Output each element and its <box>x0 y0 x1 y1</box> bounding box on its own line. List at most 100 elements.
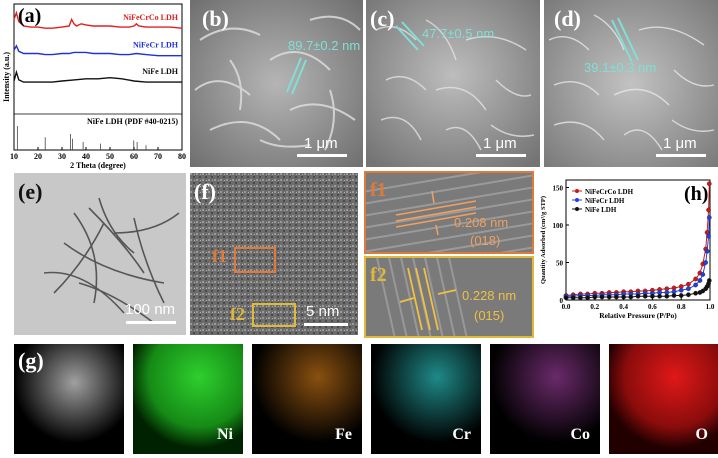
scale-bar <box>297 154 347 157</box>
measure-lines <box>395 21 425 51</box>
scale-bar <box>476 154 526 157</box>
cr-map <box>371 344 481 454</box>
element-label-fe: Fe <box>335 426 352 443</box>
scale-bar <box>304 323 348 326</box>
x-tick-label: 40 <box>82 152 90 161</box>
isotherm-point <box>693 290 698 296</box>
region-label-f1: f1 <box>212 246 227 266</box>
isotherm-point <box>693 276 698 282</box>
eds-map-o: O <box>609 344 718 454</box>
x-tick-label: 80 <box>178 152 186 161</box>
lattice-image-f1 <box>366 173 532 252</box>
legend-marker <box>575 207 579 211</box>
isotherm-point <box>686 281 691 287</box>
measure-lines <box>286 57 307 95</box>
y-tick-label: 150 <box>553 185 564 193</box>
panel-h-bet: NiFeCrCo LDH NiFeCr LDH NiFe LDH 0.0 0.2 0.4 0… <box>538 172 718 340</box>
thickness-label: 39.1±0.3 nm <box>584 60 657 75</box>
ni-map <box>133 344 243 454</box>
o-map <box>609 344 718 454</box>
x-tick-label: 0.6 <box>648 303 657 311</box>
plot-frame <box>565 179 711 301</box>
legend-label: NiFe LDH <box>585 206 617 214</box>
x-tick-label: 1.0 <box>706 303 715 311</box>
x-tick-label: 20 <box>34 152 42 161</box>
co-map <box>490 344 600 454</box>
isotherm-point <box>642 293 648 299</box>
y-axis-label: Quantity Adsorbed (cm³/g STP) <box>540 196 547 284</box>
y-tick-label: 100 <box>553 222 564 230</box>
legend-label: NiFeCrCo LDH <box>123 13 179 22</box>
isotherm-point <box>686 286 691 292</box>
fe-map <box>252 344 362 454</box>
isotherm-point <box>706 278 712 283</box>
isotherm-point <box>599 294 605 300</box>
isotherm-point <box>700 272 706 277</box>
panel-g-eds: (g) Ni Fe Cr Co O <box>14 344 718 458</box>
legend-label: NiFeCr LDH <box>133 41 179 50</box>
isotherm-point <box>706 215 712 220</box>
panel-label: (g) <box>18 348 44 373</box>
isotherm-point <box>614 294 619 300</box>
xrd-series-line <box>13 44 182 57</box>
scale-bar-label: 100 nm <box>125 301 176 318</box>
panel-b-sem: (b) 89.7±0.2 nm 1 μm <box>190 0 363 167</box>
eds-map-co: Co <box>490 344 600 454</box>
panel-label: f2 <box>370 264 387 286</box>
thickness-label: 47.7±0.5 nm <box>422 26 495 41</box>
legend-marker <box>575 189 579 193</box>
sem-image-b <box>190 0 363 167</box>
xrd-chart: NiFeCrCo LDH NiFeCr LDH NiFe LDH NiFe LDH (… <box>2 3 186 170</box>
isotherm-point <box>697 278 703 283</box>
x-tick-label: 0.0 <box>562 303 571 311</box>
scale-bar-label: 5 nm <box>306 303 340 320</box>
legend-label: NiFeCr LDH <box>585 197 625 205</box>
lattice-image-f2 <box>366 258 532 336</box>
panel-c-sem: (c) 47.7±0.5 nm 1 μm <box>366 0 540 167</box>
isotherm-point <box>570 295 576 301</box>
panel-a-xrd: NiFeCrCo LDH NiFeCr LDH NiFe LDH NiFe LDH (… <box>0 0 190 170</box>
x-tick-label: 0.8 <box>677 303 686 311</box>
panel-label: (h) <box>684 183 708 205</box>
panel-f1-lattice: f1 0.208 nm (018) <box>364 171 534 254</box>
isotherm-point <box>664 293 670 299</box>
element-label-cr: Cr <box>452 426 471 443</box>
panel-label: (b) <box>202 6 229 31</box>
eds-map-cr: Cr <box>371 344 481 454</box>
legend-label: NiFeCrCo LDH <box>585 188 634 196</box>
panel-label: (f) <box>194 179 216 204</box>
x-tick-label: 10 <box>10 152 18 161</box>
reference-label: NiFe LDH (PDF #40-0215) <box>87 117 178 126</box>
panel-f-hrtem: (f) f1 f2 5 nm <box>190 173 358 335</box>
panel-label: (c) <box>370 6 395 31</box>
isotherm-point <box>578 295 583 301</box>
scale-bar-label: 1 μm <box>304 135 338 152</box>
isotherm-point <box>635 293 641 299</box>
panel-label: (d) <box>554 6 581 31</box>
x-axis-label: Relative Pressure (P/Po) <box>599 311 677 320</box>
sem-image-d <box>544 0 718 167</box>
plane-label: (015) <box>474 308 505 323</box>
haadf-texture <box>14 344 124 454</box>
panel-label: f1 <box>370 179 387 201</box>
isotherm-point <box>704 248 710 254</box>
xrd-series-line <box>13 10 183 29</box>
x-tick-label: 0.2 <box>590 303 599 311</box>
eds-map-ni: Ni <box>133 344 243 454</box>
isotherm-point <box>686 292 691 298</box>
isotherm-point <box>693 282 698 288</box>
measure-lines <box>611 17 639 63</box>
isotherm-point <box>585 295 590 301</box>
x-tick-label: 60 <box>130 152 138 161</box>
panel-f2-lattice: f2 0.228 nm (015) <box>364 256 534 338</box>
thickness-label: 89.7±0.2 nm <box>288 38 361 53</box>
region-box-f1 <box>234 247 276 273</box>
isotherm-point <box>678 287 684 293</box>
d-spacing-label: 0.208 nm <box>454 215 509 230</box>
y-axis-label: Intensity (a.u.) <box>2 52 11 102</box>
region-box-f2 <box>252 303 296 327</box>
x-axis-label: 2 Theta (degree) <box>70 161 126 170</box>
isotherm-point <box>706 233 711 239</box>
d-spacing-label: 0.228 nm <box>462 288 517 303</box>
